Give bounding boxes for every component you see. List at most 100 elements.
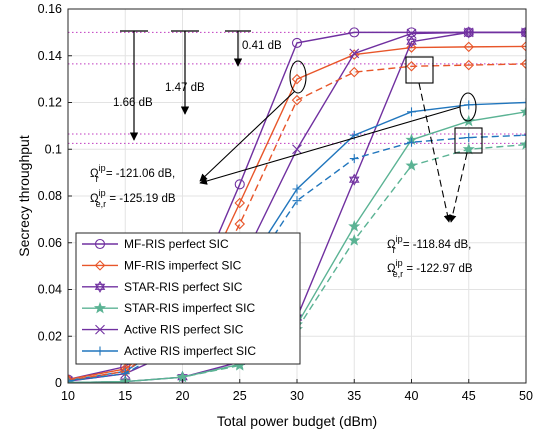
annotation-layer: 1.66 dB 1.47 dB 0.41 dB Ωip r = -121.06 d… xyxy=(90,30,483,279)
legend: MF-RIS perfect SIC MF-RIS imperfect SIC ST… xyxy=(75,232,301,365)
data-point xyxy=(463,26,475,39)
data-point xyxy=(519,138,526,150)
left-omega-er-label: Ωip e,r = -125.19 dB xyxy=(90,188,176,209)
gap-label-1: 1.66 dB xyxy=(113,97,153,109)
marker-shape xyxy=(94,283,106,293)
data-point xyxy=(68,376,73,383)
y-tick-label: 0.16 xyxy=(38,2,62,16)
y-tick-label: 0.04 xyxy=(38,283,62,297)
data-point xyxy=(406,35,417,48)
y-tick-label: 0.06 xyxy=(38,236,62,250)
gap-bracket-2: 1.47 dB xyxy=(165,30,205,115)
legend-label: MF-RIS perfect SIC xyxy=(124,237,229,251)
x-tick-label: 30 xyxy=(290,389,304,403)
legend-item: MF-RIS perfect SIC xyxy=(82,237,229,251)
legend-item: STAR-RIS perfect SIC xyxy=(82,280,243,294)
highlight-box-45 xyxy=(454,127,483,154)
legend-label: Active RIS perfect SIC xyxy=(124,323,244,337)
marker-shape xyxy=(520,29,526,39)
x-tick-label: 25 xyxy=(233,389,247,403)
data-point xyxy=(349,27,360,38)
data-point xyxy=(68,376,73,383)
arrow-right-2 xyxy=(448,152,468,223)
data-point xyxy=(464,133,474,143)
x-tick-label: 50 xyxy=(519,389,533,403)
data-point xyxy=(291,73,303,85)
data-point xyxy=(95,346,105,356)
legend-item: STAR-RIS imperfect SIC xyxy=(82,301,255,315)
gap-bracket-3: 0.41 dB xyxy=(225,30,282,67)
x-tick-label: 10 xyxy=(61,389,75,403)
y-axis-label: Secrecy throughput xyxy=(16,135,32,257)
marker-shape xyxy=(463,29,475,39)
x-tick-label: 20 xyxy=(176,389,190,403)
data-point xyxy=(406,60,417,72)
data-point xyxy=(406,28,417,39)
data-point xyxy=(94,260,106,271)
data-point xyxy=(407,137,416,147)
x-axis-label: Total power budget (dBm) xyxy=(217,413,377,429)
data-point xyxy=(234,179,245,190)
y-tick-label: 0.1 xyxy=(45,142,62,156)
data-point xyxy=(348,173,360,186)
data-point xyxy=(234,197,246,209)
data-point xyxy=(463,41,475,53)
data-point xyxy=(463,27,474,38)
arrow-left-2 xyxy=(199,106,461,185)
x-tick-label: 40 xyxy=(405,389,419,403)
legend-item: Active RIS imperfect SIC xyxy=(82,344,256,358)
data-point xyxy=(120,369,130,379)
arrow-right-1 xyxy=(418,82,452,223)
arrow-left-1 xyxy=(199,90,296,182)
marker-shape xyxy=(406,35,417,45)
data-point xyxy=(520,41,526,52)
marker-shape xyxy=(520,26,526,36)
marker-shape xyxy=(463,26,475,36)
y-tick-label: 0.12 xyxy=(38,96,62,110)
data-point xyxy=(520,26,526,39)
data-point xyxy=(292,144,302,155)
legend-label: STAR-RIS perfect SIC xyxy=(124,280,243,294)
data-point xyxy=(292,196,302,206)
data-point xyxy=(405,159,418,171)
data-point xyxy=(94,280,106,293)
legend-item: MF-RIS imperfect SIC xyxy=(82,258,242,272)
data-point xyxy=(521,130,526,140)
reference-lines xyxy=(68,31,526,144)
data-point xyxy=(349,48,360,59)
legend-label: Active RIS imperfect SIC xyxy=(124,344,256,358)
gap-bracket-1: 1.66 dB xyxy=(113,30,153,141)
marker-shape xyxy=(406,38,417,48)
marker-shape xyxy=(348,176,360,186)
right-omega-r-label: Ωip r = -118.84 dB, xyxy=(387,234,471,255)
x-tick-label: 15 xyxy=(118,389,132,403)
legend-box xyxy=(75,232,301,365)
data-point xyxy=(94,238,106,250)
data-point xyxy=(348,234,361,246)
left-omega-r-label: Ωip r = -121.06 dB, xyxy=(90,163,175,184)
legend-item: Active RIS perfect SIC xyxy=(82,323,244,337)
data-point xyxy=(95,324,105,335)
legend-label: MF-RIS imperfect SIC xyxy=(124,258,242,272)
gap-label-3: 0.41 dB xyxy=(242,40,282,52)
axis-ticks: 10 15 20 25 30 35 40 45 50 0 0.02 0.04 0.06 0.08 0.1 0.… xyxy=(38,2,533,403)
data-point xyxy=(93,301,107,314)
marker-shape xyxy=(94,280,106,290)
legend-label: STAR-RIS imperfect SIC xyxy=(124,301,255,315)
marker-shape xyxy=(348,173,360,183)
data-point xyxy=(406,42,417,53)
right-omega-er-label: Ωip e,r = -122.97 dB xyxy=(387,258,473,279)
highlight-ellipse-30 xyxy=(289,60,307,94)
x-tick-label: 35 xyxy=(347,389,361,403)
data-point xyxy=(348,66,360,78)
data-point xyxy=(521,98,526,107)
data-point xyxy=(407,107,416,117)
series-7 xyxy=(68,138,526,383)
data-point xyxy=(464,100,474,110)
data-point xyxy=(234,218,246,230)
data-point xyxy=(349,154,359,164)
series-layer xyxy=(68,26,526,383)
y-tick-label: 0.02 xyxy=(38,329,62,343)
y-tick-label: 0.14 xyxy=(38,49,62,63)
